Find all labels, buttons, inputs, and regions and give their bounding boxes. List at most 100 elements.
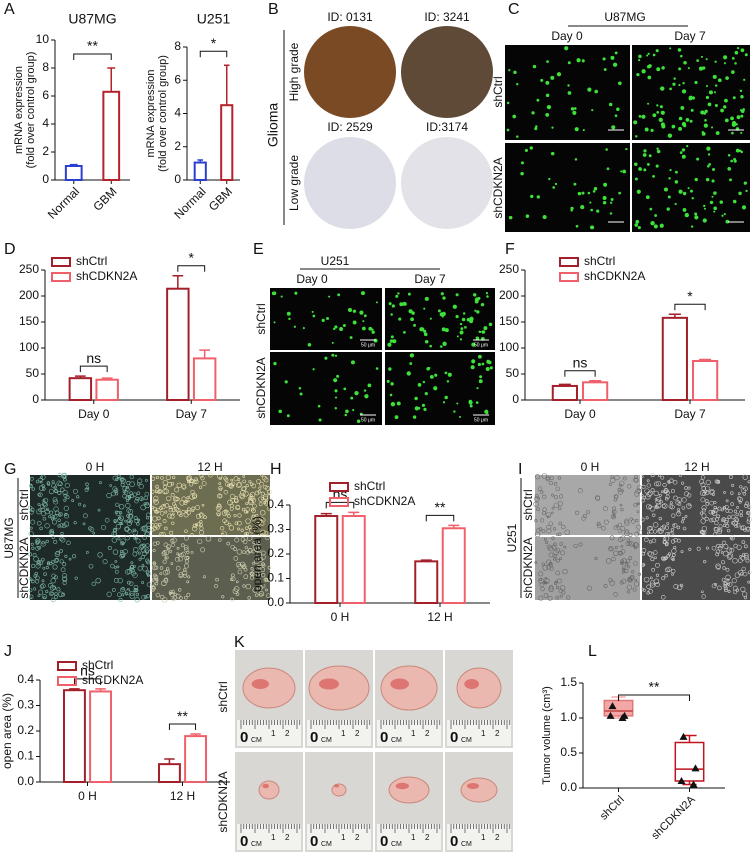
cell xyxy=(181,496,187,502)
cell xyxy=(732,557,738,564)
cell xyxy=(156,541,160,545)
cell xyxy=(53,514,58,520)
cell-dot xyxy=(564,46,569,51)
cell-dot xyxy=(390,382,394,386)
cell-dot xyxy=(423,332,428,337)
cell-dot xyxy=(414,406,419,411)
cell xyxy=(550,511,554,515)
cell-dot xyxy=(705,95,709,100)
cell xyxy=(129,565,134,570)
y-tick-label: 0 xyxy=(32,392,39,406)
cell-dot xyxy=(408,309,413,314)
cell-dot xyxy=(459,322,463,326)
cell xyxy=(163,549,170,556)
cell xyxy=(214,584,218,589)
ruler-label: 0 xyxy=(240,729,248,746)
cell xyxy=(645,516,649,520)
legend-label: shCtrl xyxy=(354,479,385,493)
cell-dot xyxy=(660,86,665,91)
cell xyxy=(265,588,268,592)
cell xyxy=(180,543,185,548)
cell xyxy=(623,530,630,537)
cell-dot xyxy=(456,402,459,405)
cell xyxy=(104,517,110,523)
cell xyxy=(722,524,726,528)
cell xyxy=(654,556,657,559)
cell xyxy=(617,489,623,495)
cell xyxy=(129,566,134,572)
cell xyxy=(186,496,190,500)
cell xyxy=(558,494,564,499)
cell-dot xyxy=(648,154,652,158)
cell-dot xyxy=(550,151,555,156)
cell-dot xyxy=(453,410,456,413)
cell-dot xyxy=(534,127,538,131)
y-tick-label: 4 xyxy=(42,116,49,130)
cell-dot xyxy=(734,62,737,65)
cell xyxy=(159,572,163,576)
cell-dot xyxy=(702,218,707,223)
error-bar xyxy=(199,349,211,359)
cell-dot xyxy=(444,395,448,400)
cell xyxy=(41,579,45,583)
cell xyxy=(37,503,41,506)
panel-letter: L xyxy=(588,643,597,660)
cell xyxy=(217,538,222,542)
cell xyxy=(43,572,47,576)
cell xyxy=(620,544,624,548)
cell xyxy=(708,489,714,495)
ruler-label: 0 xyxy=(380,833,388,850)
cell xyxy=(117,474,121,479)
cell xyxy=(164,526,168,531)
cell-dot xyxy=(680,106,685,110)
cell xyxy=(160,475,164,480)
cell-dot xyxy=(711,179,715,183)
ruler-label: 0 xyxy=(380,729,388,746)
y-tick-label: 0.3 xyxy=(267,522,284,536)
cell xyxy=(667,480,671,484)
x-tick-label: shCtrl xyxy=(598,794,627,823)
y-tick-label: 250 xyxy=(499,262,519,276)
cell-dot xyxy=(610,197,614,201)
cell xyxy=(183,500,188,505)
cell xyxy=(124,519,128,523)
cell-dot xyxy=(714,60,717,63)
cell xyxy=(626,590,630,594)
cell xyxy=(608,547,613,552)
cell xyxy=(155,475,159,479)
cell xyxy=(640,587,645,591)
y-tick-label: 0.2 xyxy=(17,723,34,737)
cell xyxy=(177,556,183,562)
cell xyxy=(677,510,681,514)
cell-dot xyxy=(666,207,670,211)
cell-dot xyxy=(723,55,728,60)
cell xyxy=(153,499,157,503)
cell xyxy=(150,581,155,586)
cell-dot xyxy=(707,164,710,168)
cell xyxy=(38,508,42,512)
cell-dot xyxy=(388,367,392,371)
cell-dot xyxy=(386,379,390,383)
y-axis-label: Tumor volume (cm³) xyxy=(541,686,553,785)
y-tick-label: 250 xyxy=(19,262,39,276)
x-tick-label: Day 0 xyxy=(564,407,596,421)
cell xyxy=(146,582,152,588)
cell xyxy=(258,486,262,490)
cell xyxy=(49,510,54,515)
cell xyxy=(100,524,106,531)
cell-dot xyxy=(616,107,620,112)
cell xyxy=(700,497,706,503)
cell xyxy=(595,495,601,501)
cell xyxy=(238,493,244,499)
cell-dot xyxy=(659,223,664,228)
cell xyxy=(664,556,668,560)
cell xyxy=(40,475,43,479)
cell-dot xyxy=(634,223,639,227)
cell xyxy=(557,578,562,584)
cell xyxy=(608,578,613,583)
cell xyxy=(563,545,567,549)
cell-dot xyxy=(388,302,392,306)
cell xyxy=(145,594,151,599)
cell-dot xyxy=(546,60,549,63)
cell-dot xyxy=(474,309,477,312)
